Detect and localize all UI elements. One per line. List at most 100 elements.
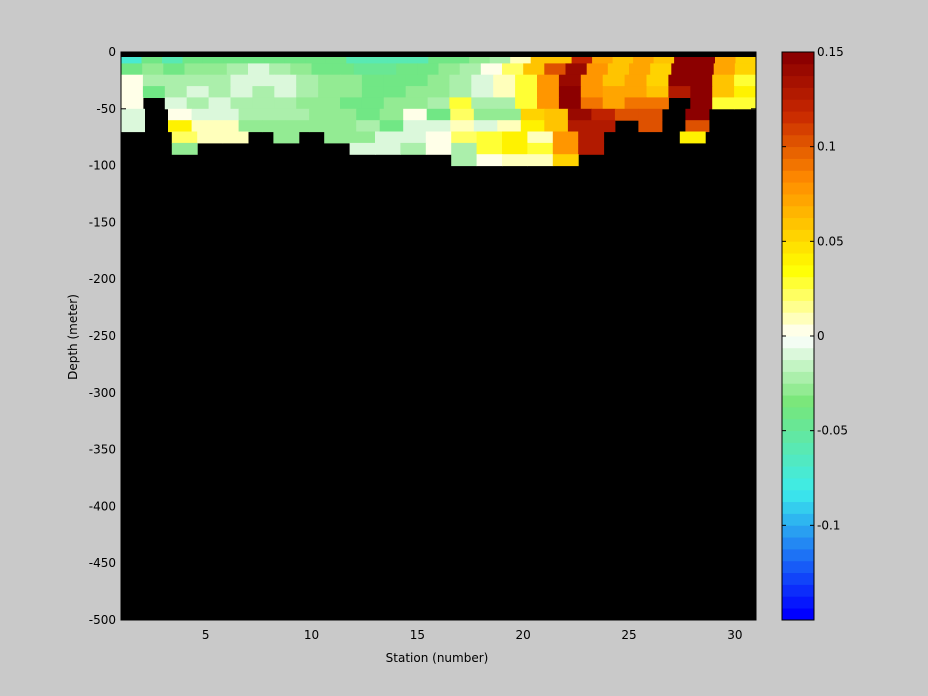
heatmap-cell bbox=[387, 52, 409, 64]
colorbar-band bbox=[782, 513, 814, 526]
heatmap-cell bbox=[230, 74, 253, 87]
heatmap-cell bbox=[184, 63, 207, 76]
heatmap-cell bbox=[318, 86, 341, 98]
y-tick-label: 0 bbox=[108, 45, 116, 59]
heatmap-cell bbox=[537, 86, 560, 98]
heatmap-cell bbox=[311, 63, 334, 76]
heatmap-cell bbox=[164, 86, 188, 98]
heatmap-cell bbox=[624, 97, 647, 110]
heatmap-cell bbox=[451, 131, 478, 144]
heatmap-cell bbox=[567, 120, 592, 133]
heatmap-cell bbox=[340, 74, 363, 87]
heatmap-cell bbox=[520, 108, 545, 121]
heatmap-cell bbox=[449, 74, 472, 87]
heatmap-cell bbox=[552, 131, 579, 144]
colorbar-ticks: 0.15 0.1 0.05 0 -0.05 -0.1 bbox=[782, 45, 848, 532]
heatmap-cell bbox=[602, 86, 626, 98]
heatmap-cell bbox=[685, 108, 710, 121]
heatmap-cell bbox=[493, 97, 516, 110]
heatmap-cell bbox=[451, 142, 478, 155]
heatmap-cell bbox=[274, 86, 297, 98]
colorbar-band bbox=[782, 265, 814, 278]
heatmap-cell bbox=[734, 86, 757, 98]
heatmap-cell bbox=[285, 120, 310, 133]
heatmap-cell bbox=[407, 52, 429, 64]
heatmap-cell bbox=[558, 86, 582, 98]
heatmap-cell bbox=[379, 108, 404, 121]
heatmap-cell bbox=[383, 74, 407, 87]
heatmap-cell bbox=[450, 108, 475, 121]
heatmap-cell bbox=[191, 108, 216, 121]
heatmap-cell bbox=[578, 142, 605, 155]
heatmap-cell bbox=[356, 108, 381, 121]
colorbar-band bbox=[782, 537, 814, 550]
heatmap-cell bbox=[510, 52, 532, 64]
heatmap-cell bbox=[520, 120, 545, 133]
colorbar: 0.15 0.1 0.05 0 -0.05 -0.1 bbox=[781, 45, 848, 621]
colorbar-band bbox=[782, 52, 814, 65]
heatmap-cell bbox=[646, 74, 669, 87]
heatmap-cell bbox=[400, 142, 427, 155]
x-tick-label: 5 bbox=[202, 628, 210, 642]
colorbar-band bbox=[782, 158, 814, 171]
heatmap-cell bbox=[591, 108, 616, 121]
heatmap-cell bbox=[471, 74, 494, 87]
heatmap-cell bbox=[375, 131, 401, 144]
heatmap-cell bbox=[515, 97, 538, 110]
heatmap-cell bbox=[633, 52, 655, 64]
heatmap-cell bbox=[383, 86, 407, 98]
y-tick-label: -300 bbox=[89, 386, 116, 400]
heatmap-cell bbox=[223, 52, 245, 64]
heatmap-cell bbox=[471, 86, 494, 98]
heatmap-cell bbox=[361, 97, 385, 110]
heatmap-cell bbox=[340, 97, 363, 110]
heatmap-cell bbox=[668, 74, 691, 87]
heatmap-cell bbox=[476, 131, 503, 144]
heatmap-cell bbox=[493, 86, 516, 98]
y-tick-label: -250 bbox=[89, 329, 116, 343]
colorbar-band bbox=[782, 205, 814, 219]
heatmap-cell bbox=[638, 120, 663, 133]
colorbar-band bbox=[782, 241, 814, 254]
heatmap-cell bbox=[353, 63, 376, 76]
heatmap-cell bbox=[425, 142, 452, 155]
colorbar-band bbox=[782, 347, 814, 361]
heatmap-cell bbox=[208, 86, 231, 98]
y-axis-label: Depth (meter) bbox=[66, 294, 80, 380]
colorbar-band bbox=[782, 478, 814, 491]
heatmap-cell bbox=[349, 131, 376, 144]
heatmap-cell bbox=[558, 97, 582, 110]
heatmap-cell bbox=[624, 86, 647, 98]
heatmap-cell bbox=[476, 154, 503, 167]
heatmap-cell bbox=[252, 97, 275, 110]
heatmap-cell bbox=[361, 86, 385, 98]
colorbar-tick-label: 0 bbox=[817, 329, 825, 343]
heatmap-cell bbox=[449, 97, 472, 110]
heatmap-cell bbox=[238, 108, 263, 121]
colorbar-band bbox=[782, 359, 814, 372]
heatmap-cell bbox=[471, 97, 494, 110]
heatmap-cell bbox=[690, 86, 713, 98]
heatmap-cell bbox=[142, 63, 164, 76]
heatmap-cell bbox=[690, 97, 713, 110]
heatmap-cell bbox=[607, 63, 630, 76]
heatmap-cell bbox=[324, 131, 351, 144]
heatmap-cell bbox=[273, 131, 300, 144]
colorbar-band bbox=[782, 87, 814, 100]
heatmap-cell bbox=[602, 74, 626, 87]
heatmap-cell bbox=[356, 120, 381, 133]
plot-area bbox=[120, 51, 757, 621]
heatmap-cell bbox=[426, 108, 451, 121]
heatmap-cell bbox=[427, 86, 450, 98]
colorbar-band bbox=[782, 418, 814, 432]
heatmap-cell bbox=[349, 142, 376, 155]
colorbar-band bbox=[782, 276, 814, 290]
heatmap-cell bbox=[243, 52, 265, 64]
heatmap-cell bbox=[497, 108, 522, 121]
colorbar-band bbox=[782, 572, 814, 585]
x-tick-label: 25 bbox=[621, 628, 636, 642]
colorbar-band bbox=[782, 217, 814, 230]
heatmap-cell bbox=[182, 52, 204, 64]
y-tick-label: -50 bbox=[96, 102, 116, 116]
heatmap-cell bbox=[591, 120, 616, 133]
